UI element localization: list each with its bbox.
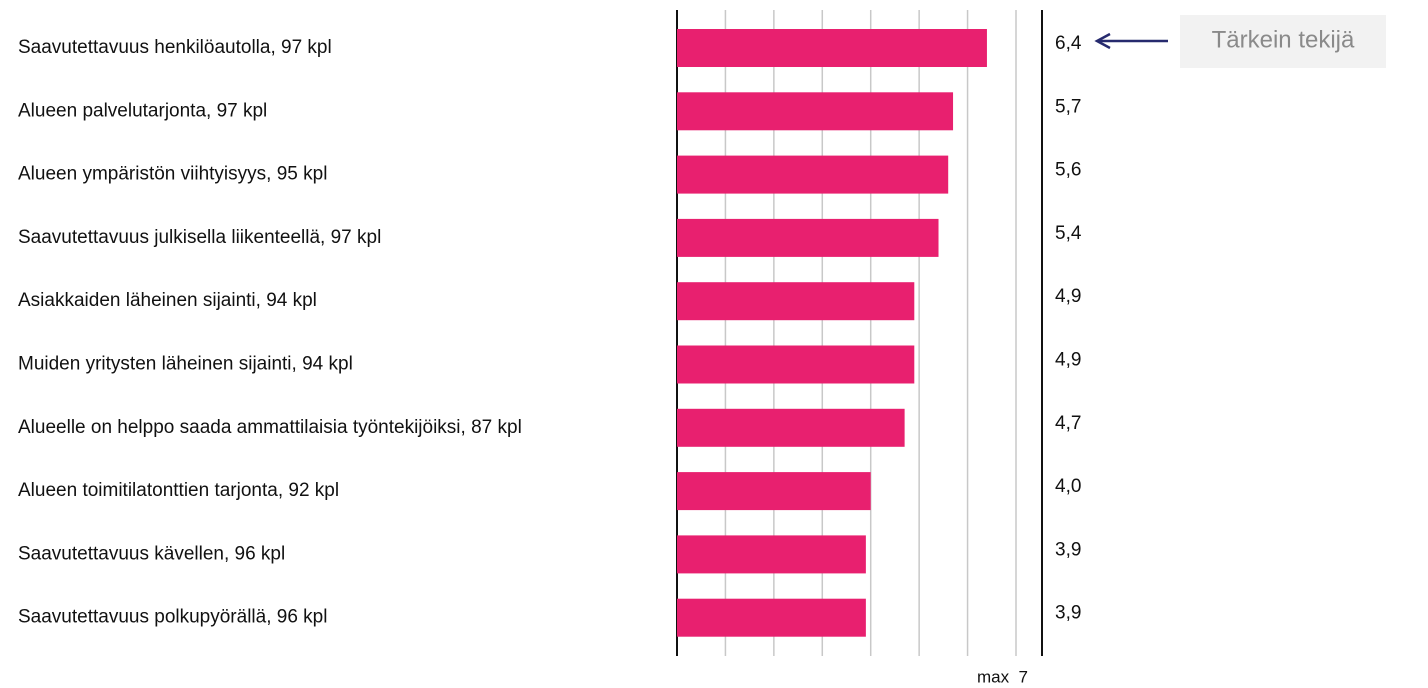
bar [677,155,949,194]
value-label: 4,9 [1055,350,1081,371]
annotation: Tärkein tekijä [1212,26,1355,53]
annotation-box [1180,15,1386,68]
value-label: 5,4 [1055,223,1082,244]
category-label: Alueen toimitilatonttien tarjonta, 92 kp… [18,480,339,501]
value-label: 3,9 [1055,603,1081,624]
category-label: Saavutettavuus henkilöautolla, 97 kpl [18,37,332,58]
category-label: Asiakkaiden läheinen sijainti, 94 kpl [18,290,317,311]
category-label: Saavutettavuus kävellen, 96 kpl [18,543,285,564]
bar [677,535,866,574]
category-label: Saavutettavuus julkisella liikenteellä, … [18,227,381,248]
x-tick-label: max 7 [977,667,1028,686]
value-label: 3,9 [1055,539,1081,560]
value-label: 5,7 [1055,96,1081,117]
category-label: Muiden yritysten läheinen sijainti, 94 k… [18,354,353,375]
bar [677,218,939,257]
category-label: Alueen palvelutarjonta, 97 kpl [18,100,267,121]
category-label: Alueelle on helppo saada ammattilaisia t… [18,417,522,438]
bar [677,345,915,384]
bar [677,282,915,321]
bar [677,92,954,131]
bar [677,598,866,637]
value-label: 4,9 [1055,286,1081,307]
category-label: Alueen ympäristön viihtyisyys, 95 kpl [18,164,327,185]
category-label: Saavutettavuus polkupyörällä, 96 kpl [18,607,327,628]
bar [677,29,987,67]
value-label: 6,4 [1055,33,1082,54]
bar [677,408,905,447]
value-label: 4,0 [1055,476,1081,497]
arrow-head [1094,32,1111,50]
value-label: 4,7 [1055,413,1081,434]
bar [677,472,871,511]
value-label: 5,6 [1055,160,1081,181]
